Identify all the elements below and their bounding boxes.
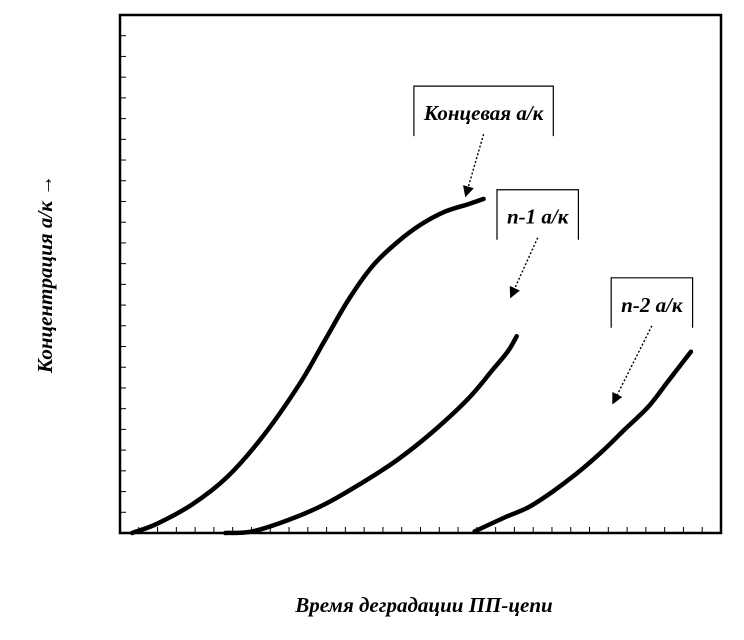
- annotation-arrow-1: [463, 133, 485, 198]
- annotation-3: n-2 а/к: [610, 277, 694, 405]
- annotation-arrow-3: [612, 325, 653, 405]
- annotation-frame-1: [413, 85, 554, 137]
- annotation-label-3: n-2 а/к: [621, 293, 684, 317]
- plot-frame: [118, 13, 723, 535]
- annotation-frame-2: [496, 189, 579, 240]
- series-line-3: [472, 349, 694, 534]
- y-axis-label: Концентрация а/к →: [33, 175, 57, 374]
- series-line-2: [222, 333, 519, 536]
- annotation-2: n-1 а/к: [496, 189, 579, 299]
- annotation-frame-3: [610, 277, 694, 328]
- series-line-1: [129, 196, 486, 536]
- tick-marks: [120, 35, 703, 533]
- annotation-1: Концевая а/к: [413, 85, 554, 198]
- annotation-label-1: Концевая а/к: [423, 101, 545, 125]
- annotation-arrow-2: [509, 237, 539, 299]
- annotations-group: Концевая а/к n-1 а/к n-2 а/к: [413, 85, 694, 405]
- series-group: [129, 196, 694, 536]
- annotation-label-2: n-1 а/к: [507, 205, 570, 229]
- x-axis-label: Время деградации ПП-цепи: [294, 593, 552, 617]
